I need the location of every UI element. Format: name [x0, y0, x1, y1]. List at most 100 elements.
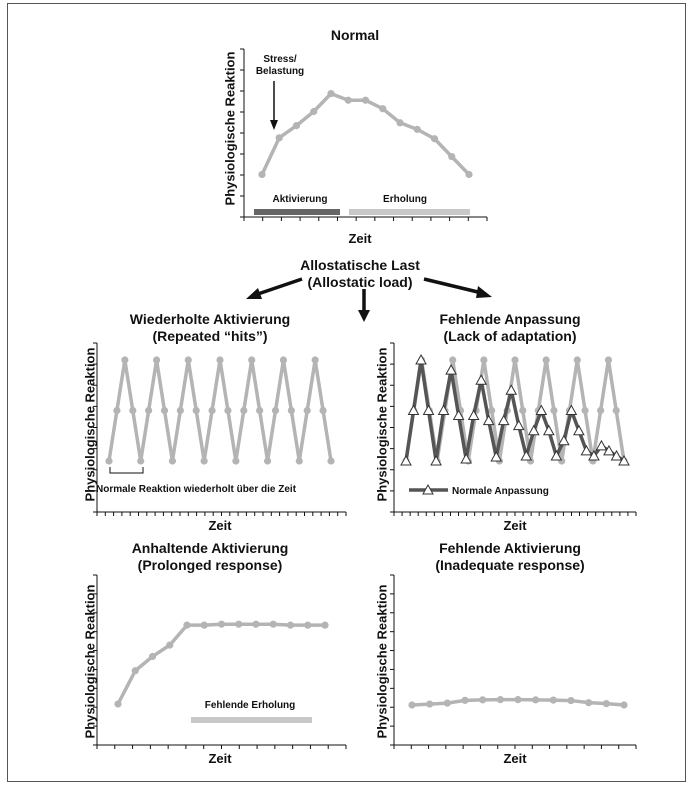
recovery-bar-label: Erholung	[383, 194, 427, 205]
adaptation-point	[407, 404, 420, 415]
normal-point	[361, 96, 370, 104]
prolonged-point	[304, 621, 312, 629]
repeated-point	[303, 406, 311, 415]
prolonged-point	[252, 620, 260, 628]
lack-point	[604, 356, 613, 364]
inadequate-point	[408, 701, 416, 709]
repeated-line	[107, 358, 333, 463]
repeated-point	[208, 406, 216, 415]
adaptation-point	[558, 434, 570, 446]
adaptation-point	[460, 452, 472, 464]
adaptation-point	[437, 404, 450, 415]
adaptation-point	[520, 449, 533, 461]
lack-point	[519, 406, 527, 415]
lack-point	[542, 356, 550, 364]
repeated-point	[137, 457, 145, 465]
missing-recovery-bar	[191, 717, 312, 723]
prolonged-point	[321, 621, 329, 629]
repeated-point	[311, 356, 319, 364]
adaptation-point	[512, 419, 525, 431]
repeated-bracket	[109, 467, 144, 474]
adaptation-legend-label: Normale Anpassung	[452, 486, 549, 497]
lack-point	[612, 406, 620, 415]
arrow-right-shaft	[423, 277, 483, 295]
prolonged-point	[235, 620, 243, 628]
adaptation-point	[588, 449, 600, 461]
arrow-center-head	[358, 310, 370, 322]
repeated-point	[287, 406, 295, 415]
normal-point	[430, 135, 439, 143]
x-label-prolonged: Zeit	[208, 751, 232, 766]
repeated-point	[200, 457, 208, 465]
adaptation-point	[610, 449, 623, 461]
normal-point	[258, 170, 266, 179]
arrow-left-shaft	[254, 277, 303, 297]
inadequate-point	[532, 696, 540, 704]
normal-line	[260, 91, 471, 176]
lack-point	[488, 406, 496, 415]
adaptation-point	[580, 444, 593, 456]
repeated-bracket-label: Normale Reaktion wiederholt über die Zei…	[96, 484, 297, 495]
adaptation-point	[565, 404, 578, 415]
prolonged-point	[200, 621, 208, 629]
repeated-point	[327, 457, 335, 465]
inadequate-point	[479, 696, 487, 704]
lack-point	[573, 356, 581, 364]
repeated-point	[192, 406, 200, 415]
x-label-repeated: Zeit	[208, 518, 232, 533]
lack-point	[449, 356, 457, 364]
x-label-lack: Zeit	[503, 518, 527, 533]
lack-point	[597, 406, 605, 415]
allostatic-load-title-line1: Allostatische Last	[300, 257, 420, 273]
recovery-bar	[349, 209, 470, 215]
normal-point	[396, 119, 404, 127]
adaptation-point	[497, 414, 510, 426]
repeated-point	[113, 406, 121, 415]
chart-repeated-title-line1: Wiederholte Aktivierung	[129, 311, 291, 327]
stress-arrow-head	[270, 120, 278, 130]
repeated-point	[279, 356, 288, 364]
repeated-point	[319, 406, 327, 415]
inadequate-point	[567, 696, 575, 705]
adaptation-point	[467, 409, 480, 421]
prolonged-point	[148, 652, 157, 661]
adaptation-point	[445, 364, 457, 375]
chart-prolonged-title-line2: (Prolonged response)	[137, 557, 283, 573]
repeated-point	[240, 406, 248, 415]
lack-point	[511, 356, 519, 364]
missing-recovery-label: Fehlende Erholung	[204, 700, 296, 711]
normal-point	[310, 107, 318, 116]
activation-bar	[254, 209, 340, 215]
normal-point	[275, 134, 283, 142]
prolonged-point	[166, 641, 174, 649]
repeated-point	[184, 356, 192, 364]
prolonged-point	[183, 621, 191, 629]
allostatic-load-title-line2: (Allostatic load)	[307, 274, 413, 290]
prolonged-point	[131, 667, 139, 675]
adaptation-point	[618, 454, 630, 466]
adaptation-point	[475, 374, 488, 385]
prolonged-point	[286, 621, 295, 629]
normal-point	[413, 125, 421, 133]
repeated-point	[152, 356, 161, 364]
adaptation-point	[527, 424, 540, 436]
adaptation-point	[430, 454, 442, 466]
normal-point	[379, 105, 387, 113]
normal-point	[327, 90, 335, 98]
adaptation-point	[415, 353, 427, 365]
prolonged-point	[217, 620, 226, 628]
figure-frame	[7, 3, 686, 782]
prolonged-point	[269, 620, 277, 628]
lack-point	[480, 356, 488, 364]
adaptation-point	[505, 384, 518, 395]
adaptation-point	[490, 450, 503, 462]
inadequate-point	[496, 696, 504, 704]
normal-point	[292, 122, 301, 130]
inadequate-point	[461, 696, 469, 704]
inadequate-point	[620, 701, 628, 709]
repeated-point	[295, 457, 303, 465]
arrow-right-head	[476, 286, 492, 298]
inadequate-point	[549, 696, 557, 704]
chart-inadequate-title-line1: Fehlende Aktivierung	[439, 540, 581, 556]
repeated-point	[105, 457, 113, 465]
